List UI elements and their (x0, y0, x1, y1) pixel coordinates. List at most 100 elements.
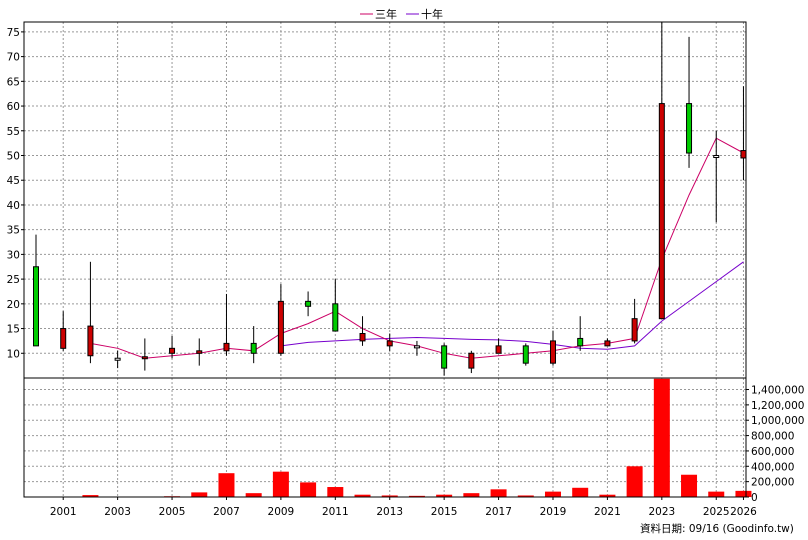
data-date-footer: 資料日期: 09/16 (Goodinfo.tw) (640, 522, 794, 535)
price-tick-label: 45 (7, 175, 20, 187)
candle-body (359, 333, 366, 342)
year-tick-label: 2005 (159, 506, 186, 518)
candle-body (740, 150, 747, 159)
volume-tick-label: 1,400,000 (751, 385, 804, 397)
ma-3y-line (90, 137, 744, 359)
price-tick-label: 15 (7, 324, 20, 336)
volume-bar (544, 491, 561, 497)
year-tick-label: 2013 (376, 506, 403, 518)
candle-body (686, 103, 693, 154)
year-tick-label: 2026 (730, 506, 757, 518)
candle-body (33, 266, 39, 347)
candles (33, 22, 747, 376)
volume-bar (681, 474, 698, 497)
volume-bar (517, 495, 534, 497)
plot-frame (23, 21, 747, 498)
moving-averages (90, 137, 744, 359)
year-tick-label: 2017 (485, 506, 512, 518)
candle-body (604, 340, 611, 347)
price-tick-label: 30 (7, 249, 20, 261)
volume-bar (436, 494, 453, 497)
price-tick-label: 55 (7, 126, 20, 138)
candle-body (196, 350, 203, 354)
candle-body (468, 352, 475, 369)
volume-bar (572, 487, 589, 497)
candle-body (631, 318, 638, 342)
price-tick-label: 60 (7, 101, 20, 113)
candle-body (441, 345, 448, 369)
volume-tick-label: 800,000 (751, 431, 794, 443)
candle-body (658, 103, 665, 320)
volume-bars (82, 378, 752, 497)
volume-tick-label: 1,200,000 (751, 400, 804, 412)
year-tick-label: 2011 (322, 506, 349, 518)
volume-bar (300, 482, 317, 497)
price-tick-label: 40 (7, 200, 20, 212)
volume-tick-label: 0 (751, 492, 758, 504)
volume-bar (191, 492, 208, 497)
volume-bar (490, 489, 507, 497)
candle-body (114, 357, 121, 361)
volume-tick-label: 1,000,000 (751, 415, 804, 427)
volume-bar (626, 466, 643, 497)
candle-body (277, 300, 284, 354)
candle-body (713, 155, 720, 158)
volume-bar (381, 495, 398, 497)
year-tick-label: 2009 (268, 506, 295, 518)
candle-body (169, 347, 176, 354)
volume-bar (245, 493, 262, 497)
plot-border (23, 21, 747, 498)
volume-bar (408, 495, 425, 497)
price-tick-label: 20 (7, 299, 20, 311)
candle-body (577, 337, 584, 347)
volume-bar (218, 473, 235, 497)
candle-body (386, 340, 393, 347)
year-tick-label: 2021 (594, 506, 621, 518)
price-tick-label: 50 (7, 151, 20, 163)
legend-label-3y: 三年 (375, 7, 397, 21)
year-tick-label: 2015 (431, 506, 458, 518)
legend-label-10y: 十年 (421, 7, 443, 21)
volume-bar (272, 471, 289, 497)
volume-bar (653, 378, 670, 497)
volume-bar (735, 490, 752, 497)
volume-bar (327, 487, 344, 497)
year-tick-label: 2023 (648, 506, 675, 518)
candle-body (60, 328, 67, 349)
candle-body (413, 345, 420, 349)
candle-body (141, 356, 148, 360)
price-tick-label: 10 (7, 348, 20, 360)
volume-axis: 0 200,000 400,000 600,000 800,000 1,000,000 1,… (746, 385, 804, 504)
volume-tick-label: 400,000 (751, 461, 794, 473)
volume-bar (708, 491, 725, 497)
price-tick-label: 25 (7, 274, 20, 286)
volume-bar (599, 494, 616, 497)
volume-bar (82, 495, 99, 497)
candle-body (250, 342, 257, 354)
year-tick-label: 2001 (50, 506, 77, 518)
price-tick-label: 70 (7, 52, 20, 64)
ma-10y-line (280, 261, 744, 350)
volume-bar (463, 493, 480, 497)
legend: 三年 十年 (360, 7, 443, 21)
price-tick-label: 35 (7, 225, 20, 237)
candle-body (87, 325, 94, 357)
candle-body (522, 345, 529, 364)
price-tick-label: 65 (7, 76, 20, 88)
year-tick-label: 2025 (703, 506, 730, 518)
grid (24, 22, 746, 498)
price-axis: 10 15 20 25 30 35 40 45 50 55 60 65 70 75 (7, 27, 24, 360)
price-tick-label: 75 (7, 27, 20, 39)
candle-body (332, 303, 339, 332)
volume-bar (354, 494, 371, 497)
candle-body (549, 340, 556, 364)
year-tick-label: 2019 (540, 506, 567, 518)
year-tick-label: 2007 (213, 506, 240, 518)
year-axis: 2001 2003 2005 2007 2009 2011 2013 2015 2017 2019… (50, 497, 757, 518)
candle-body (495, 345, 502, 354)
volume-tick-label: 600,000 (751, 446, 794, 458)
volume-tick-label: 200,000 (751, 477, 794, 489)
year-tick-label: 2003 (104, 506, 131, 518)
candle-body (305, 300, 312, 307)
